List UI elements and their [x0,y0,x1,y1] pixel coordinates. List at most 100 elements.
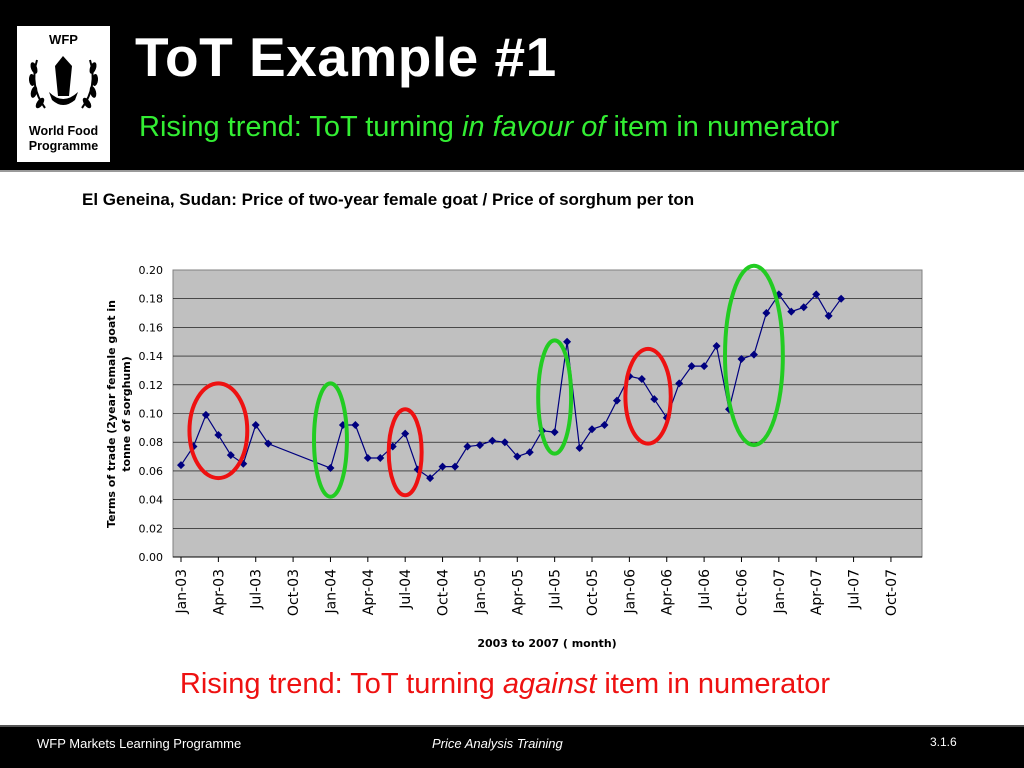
logo-line2: Programme [29,139,99,153]
wfp-emblem-icon: WFP World Food Programme [29,32,99,153]
caption-text: Rising trend: ToT turning [179,668,503,700]
caption-emphasis: against [502,668,597,700]
x-tick-label: Apr-06 [660,569,676,615]
subtitle-text-end: item in numerator [605,111,840,143]
data-point [563,337,572,346]
y-axis-label: Terms of trade (2year female goat in ton… [105,300,133,528]
slide-header: WFP World Food Programme T [0,0,1024,170]
data-point [600,420,609,429]
data-point [500,438,509,447]
data-point [824,311,833,320]
data-point [264,439,273,448]
y-tick-label: 0.02 [139,522,164,535]
data-point [700,362,709,371]
x-tick-label: Apr-07 [809,569,825,615]
data-point [675,379,684,388]
x-tick-label: Apr-03 [211,569,227,615]
y-tick-label: 0.14 [139,350,164,363]
red-highlight-ellipse [386,407,424,498]
x-tick-label: Jan-05 [473,569,489,614]
y-tick-label: 0.04 [139,494,164,507]
gridlines [173,298,922,529]
slide-number: 3.1.6 [930,735,957,749]
chart-title: El Geneina, Sudan: Price of two-year fem… [82,190,695,209]
x-tick-label: Oct-04 [436,569,452,616]
data-point [762,309,771,318]
x-tick-label: Jul-04 [398,569,414,610]
bottom-caption: Rising trend: ToT turning against item i… [0,668,1010,701]
slide-content: El Geneina, Sudan: Price of two-year fem… [0,170,1024,725]
y-axis-label-line1: Terms of trade (2year female goat in [105,300,118,528]
y-axis-ticks: 0.00 0.02 0.04 0.06 0.08 0.10 0.12 0.14 0.16 0.18… [139,264,164,564]
x-tick-label: Jan-07 [772,569,788,614]
page-subtitle: Rising trend: ToT turning in favour of i… [139,111,840,144]
data-point [749,350,758,359]
caption-text-end: item in numerator [596,668,831,700]
data-point [637,375,646,384]
data-point [513,452,522,461]
x-tick-label: Jan-04 [323,569,339,615]
data-point [612,396,621,405]
x-axis-label: 2003 to 2007 ( month) [477,637,616,650]
green-highlight-ellipse [723,263,785,448]
data-point [687,362,696,371]
logo-line1: World Food [29,124,98,138]
x-axis-ticks: Jan-03 Apr-03 Jul-03 Oct-03 Jan-04 Apr-04 Jul-… [173,556,922,616]
data-point [737,354,746,363]
x-tick-label: Apr-04 [361,569,377,615]
series-line [180,293,842,479]
slide-footer: WFP Markets Learning Programme Price Ana… [0,725,1024,768]
y-axis-label-line2: tonne of sorghum) [120,356,133,472]
y-tick-label: 0.20 [139,264,164,277]
footer-organization: WFP Markets Learning Programme [37,736,242,751]
data-point [338,420,347,429]
x-tick-label: Jul-05 [548,569,564,610]
data-point [812,290,821,299]
x-tick-label: Jan-03 [174,569,190,614]
data-point [712,342,721,351]
data-point [177,461,185,470]
data-point [650,395,659,404]
data-point [837,294,846,303]
data-point [376,453,385,462]
subtitle-emphasis: in favour of [461,111,606,143]
data-point [426,474,435,483]
data-point [787,307,796,316]
red-highlight-ellipse [187,381,250,481]
x-tick-label: Oct-07 [884,569,900,616]
y-tick-label: 0.00 [139,551,164,564]
footer-course: Price Analysis Training [432,736,563,751]
x-tick-label: Jan-06 [622,569,638,615]
green-highlight-ellipse [536,338,574,456]
x-tick-label: Jul-07 [847,569,863,610]
data-point [588,425,597,434]
data-point [438,462,447,471]
data-point [475,441,484,450]
y-tick-label: 0.10 [139,408,164,421]
data-point [799,303,808,312]
data-point [550,428,559,437]
green-highlight-ellipse [312,381,349,499]
x-tick-label: Jul-06 [697,569,713,610]
x-tick-label: Oct-06 [734,569,750,616]
y-tick-label: 0.18 [139,293,164,306]
data-point [351,420,360,429]
data-point [451,462,460,471]
page-title: ToT Example #1 [135,26,557,88]
trend-highlights [187,263,785,499]
x-tick-label: Jul-03 [249,569,265,610]
data-point [525,448,534,457]
y-tick-label: 0.16 [139,321,164,334]
data-point [401,429,410,438]
data-point [363,453,372,462]
x-tick-label: Apr-05 [510,569,526,615]
data-point [488,436,497,445]
data-point [575,443,584,452]
data-point [201,410,210,419]
tot-line-chart: 0.00 0.02 0.04 0.06 0.08 0.10 0.12 0.14 0.16 0.18… [105,263,923,650]
y-tick-label: 0.06 [139,465,164,478]
subtitle-text: Rising trend: ToT turning [139,111,462,143]
y-tick-label: 0.08 [139,436,164,449]
x-tick-label: Oct-03 [286,569,302,616]
red-highlight-ellipse [623,346,673,446]
